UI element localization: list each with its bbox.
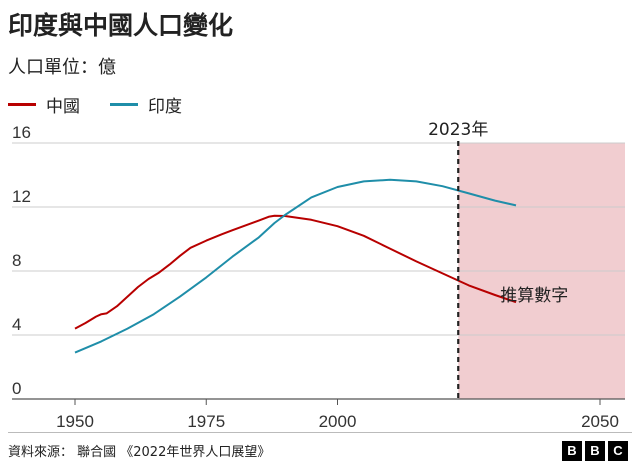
legend: 中國 印度	[8, 92, 212, 117]
y-tick-label: 0	[12, 379, 21, 398]
projection-marker-label: 2023年	[428, 120, 488, 140]
legend-swatch-china	[8, 103, 36, 106]
series-line-india	[74, 178, 517, 354]
y-tick-label: 16	[12, 123, 31, 142]
legend-item-china: 中國	[8, 92, 80, 117]
footer-divider	[8, 432, 632, 433]
bbc-logo-block: B	[562, 441, 582, 461]
x-tick-label: 2000	[319, 412, 357, 431]
chart-title: 印度與中國人口變化	[8, 11, 234, 40]
x-tick-label: 1950	[56, 412, 94, 431]
legend-label-india: 印度	[148, 97, 182, 117]
source-note: 資料來源： 聯合國 《2022年世界人口展望》	[8, 445, 271, 460]
y-tick-label: 4	[12, 315, 21, 334]
projection-region-label: 推算數字	[500, 286, 568, 306]
y-tick-label: 12	[12, 187, 31, 206]
legend-label-china: 中國	[46, 97, 80, 117]
bbc-logo-block: C	[608, 441, 628, 461]
legend-item-india: 印度	[110, 92, 182, 117]
x-tick-label: 2050	[581, 412, 619, 431]
x-tick-label: 1975	[187, 412, 225, 431]
bbc-logo-block: B	[585, 441, 605, 461]
series-line-china	[74, 214, 517, 330]
legend-swatch-india	[110, 103, 138, 106]
y-tick-label: 8	[12, 251, 21, 270]
bbc-logo: B B C	[562, 441, 628, 461]
chart-subtitle: 人口單位：億	[8, 57, 116, 78]
